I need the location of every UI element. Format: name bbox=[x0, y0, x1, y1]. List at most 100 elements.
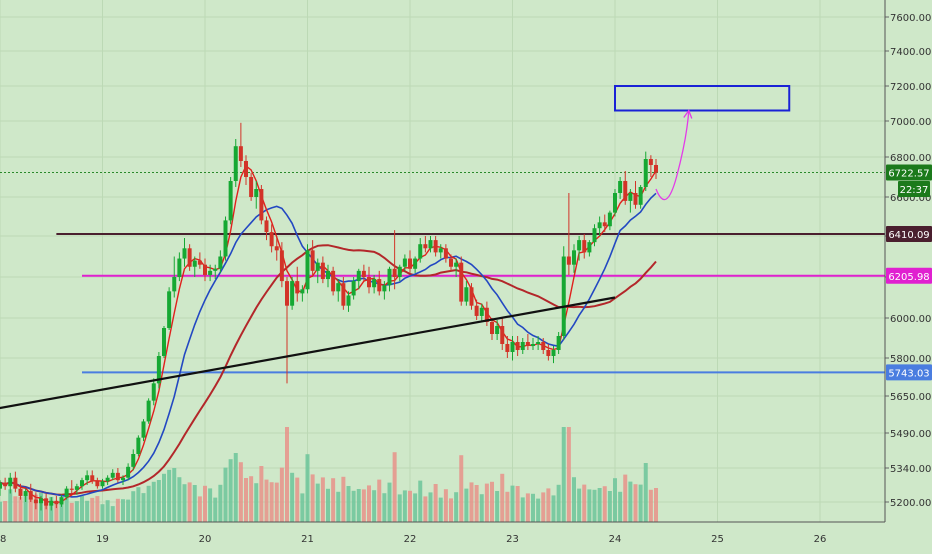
volume-bar bbox=[269, 482, 274, 522]
candle-body bbox=[402, 258, 407, 267]
x-tick-label: 21 bbox=[301, 534, 314, 545]
y-tick-label: 5340.00 bbox=[890, 464, 931, 475]
volume-bar bbox=[433, 484, 438, 522]
volume-bar bbox=[18, 496, 23, 522]
volume-bar bbox=[44, 498, 49, 522]
candle-body bbox=[162, 328, 166, 356]
candle-body bbox=[382, 285, 387, 292]
candle-body bbox=[208, 270, 213, 275]
candle-body bbox=[13, 477, 18, 489]
volume-bar bbox=[336, 491, 341, 522]
candle-body bbox=[546, 350, 551, 356]
candle-body bbox=[449, 258, 453, 267]
volume-bar bbox=[505, 491, 510, 522]
candle-body bbox=[638, 187, 643, 205]
candle-body bbox=[23, 491, 28, 496]
candle-body bbox=[136, 437, 141, 454]
candle-body bbox=[90, 475, 95, 482]
candle-body bbox=[613, 193, 617, 213]
candle-body bbox=[572, 250, 576, 265]
volume-bar bbox=[238, 462, 243, 522]
candle-body bbox=[648, 159, 653, 165]
candle-body bbox=[561, 256, 566, 336]
candle-body bbox=[433, 240, 438, 253]
volume-bar bbox=[203, 485, 207, 522]
volume-bar bbox=[115, 498, 120, 522]
candle-body bbox=[443, 248, 448, 259]
volume-bar bbox=[126, 499, 131, 522]
candle-body bbox=[510, 342, 515, 352]
candle-body bbox=[95, 481, 100, 487]
volume-bar bbox=[156, 480, 161, 522]
candle-body bbox=[582, 240, 587, 253]
price-badge-label: 6410.09 bbox=[888, 230, 929, 241]
candle-body bbox=[105, 477, 110, 482]
candle-body bbox=[290, 281, 295, 306]
price-badge-label: 6722.57 bbox=[888, 168, 929, 179]
volume-bar bbox=[479, 494, 484, 522]
volume-bar bbox=[121, 499, 125, 522]
volume-bar bbox=[449, 498, 453, 522]
y-tick-label: 7200.00 bbox=[890, 82, 931, 93]
candle-body bbox=[654, 165, 658, 173]
candle-body bbox=[151, 383, 156, 401]
price-badge bbox=[886, 267, 932, 284]
volume-bar bbox=[346, 486, 351, 522]
volume-bar bbox=[208, 488, 213, 522]
volume-bar bbox=[648, 489, 653, 522]
candle-body bbox=[264, 220, 269, 233]
candle-body bbox=[44, 498, 49, 506]
candle-body bbox=[274, 246, 279, 251]
candle-body bbox=[479, 307, 484, 316]
candle-body bbox=[408, 258, 412, 269]
candle-body bbox=[182, 248, 187, 259]
volume-bar bbox=[638, 484, 643, 522]
volume-bar bbox=[556, 484, 561, 522]
volume-bar bbox=[602, 486, 607, 522]
volume-bar bbox=[110, 506, 115, 522]
volume-bar bbox=[418, 480, 423, 522]
candle-body bbox=[525, 342, 530, 346]
volume-bar bbox=[146, 485, 151, 522]
volume-bar bbox=[13, 496, 18, 522]
volume-bar bbox=[413, 493, 418, 522]
candle-body bbox=[172, 277, 177, 292]
volume-bar bbox=[274, 482, 279, 522]
candle-body bbox=[115, 472, 120, 481]
candle-body bbox=[187, 248, 192, 267]
candle-body bbox=[126, 466, 131, 478]
volume-bar bbox=[490, 481, 494, 522]
candle-body bbox=[244, 161, 248, 177]
candle-body bbox=[110, 472, 115, 478]
candle-body bbox=[397, 266, 402, 277]
x-tick-label: 22 bbox=[404, 534, 417, 545]
candle-body bbox=[587, 242, 592, 253]
candle-body bbox=[223, 220, 228, 257]
candle-body bbox=[387, 268, 392, 286]
volume-bar bbox=[459, 455, 464, 522]
candle-body bbox=[228, 181, 233, 221]
candle-body bbox=[249, 177, 254, 197]
volume-bar bbox=[643, 463, 648, 522]
volume-bar bbox=[633, 484, 638, 522]
candle-body bbox=[300, 289, 305, 294]
candle-body bbox=[341, 283, 346, 306]
candle-body bbox=[623, 181, 628, 201]
volume-bar bbox=[0, 501, 2, 522]
volume-bar bbox=[520, 497, 525, 522]
candle-body bbox=[423, 244, 428, 249]
volume-bar bbox=[259, 466, 264, 522]
candle-body bbox=[367, 277, 371, 288]
y-tick-label: 5490.00 bbox=[890, 429, 931, 440]
volume-bar bbox=[438, 497, 443, 522]
volume-bar bbox=[428, 492, 433, 522]
candle-body bbox=[3, 482, 8, 487]
volume-bar bbox=[233, 453, 238, 522]
price-badge bbox=[886, 226, 932, 243]
candle-body bbox=[592, 228, 597, 243]
candle-body bbox=[74, 486, 79, 490]
candle-body bbox=[336, 283, 341, 292]
candle-body bbox=[556, 336, 561, 350]
